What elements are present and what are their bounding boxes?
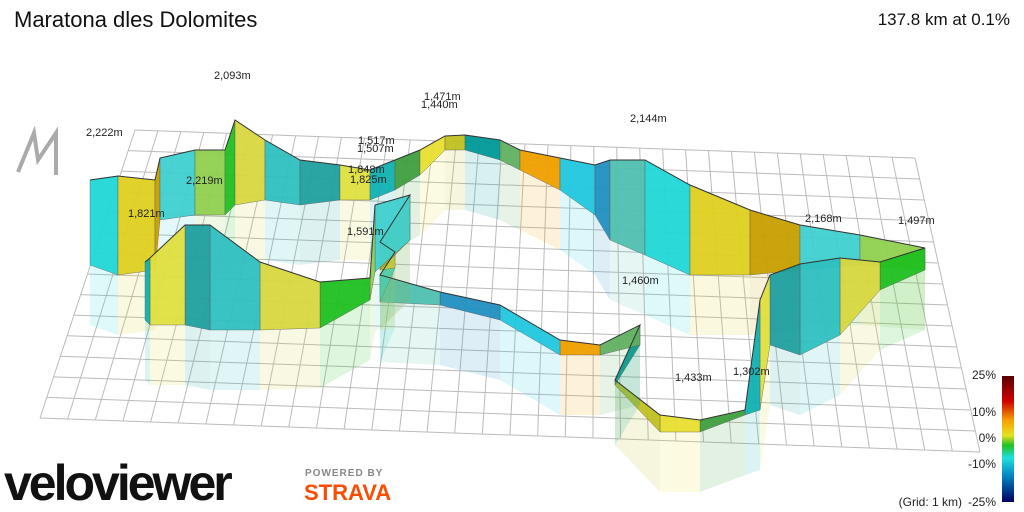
legend-label: -25% xyxy=(968,495,996,509)
elevation-label: 2,168m xyxy=(805,213,842,225)
shadow xyxy=(800,335,840,415)
elevation-label: 1,460m xyxy=(622,275,659,287)
shadow xyxy=(380,268,395,362)
shadow xyxy=(380,268,395,330)
shadow xyxy=(260,328,320,390)
shadow xyxy=(375,240,410,332)
shadow xyxy=(440,305,500,380)
shadow xyxy=(840,290,880,395)
grid-line xyxy=(60,355,967,390)
elevation-label: 2,222m xyxy=(86,127,123,139)
route-wall xyxy=(444,134,466,151)
summary: 137.8 km at 0.1% xyxy=(878,10,1010,29)
route-wall xyxy=(644,159,691,276)
route-wall xyxy=(749,209,801,276)
route-wall xyxy=(184,224,211,331)
shadow xyxy=(145,320,150,385)
shadow xyxy=(90,265,118,335)
shadow xyxy=(660,432,700,492)
shadow xyxy=(500,160,520,230)
shadow xyxy=(185,325,210,390)
shadow xyxy=(645,255,690,335)
gradient-scale xyxy=(1002,376,1014,502)
elevation-label: 1,591m xyxy=(347,226,384,238)
grid-line xyxy=(39,417,981,453)
legend-label: 25% xyxy=(972,368,996,382)
shadow xyxy=(465,150,500,220)
route-wall xyxy=(299,159,341,206)
elevation-label: 1,848m xyxy=(348,164,385,176)
shadow xyxy=(210,330,260,390)
shadow xyxy=(420,150,445,235)
shadow xyxy=(300,200,340,265)
elevation-label: 1,440m xyxy=(421,99,458,111)
elevation-label: 1,517m xyxy=(358,135,395,147)
elevation-label: 1,471m xyxy=(424,91,461,103)
grid-line xyxy=(134,129,916,159)
title: Maratona dles Dolomites xyxy=(14,7,257,32)
shadow xyxy=(560,355,600,415)
shadow xyxy=(320,300,370,388)
shadow xyxy=(880,270,925,350)
shadow xyxy=(150,325,185,385)
shadow xyxy=(520,170,560,250)
route-wall xyxy=(769,263,801,356)
shadow xyxy=(500,320,560,415)
grid-note: (Grid: 1 km) xyxy=(899,495,962,509)
legend-label: 10% xyxy=(972,405,996,419)
shadow xyxy=(690,275,750,335)
grid-line xyxy=(46,396,976,432)
grid-line xyxy=(67,335,962,369)
elevation-label: 2,093m xyxy=(214,70,251,82)
route-wall xyxy=(89,175,119,276)
elevation-label: 1,302m xyxy=(733,366,770,378)
elevation-label: 1,821m xyxy=(128,208,165,220)
shadow xyxy=(615,385,660,492)
shadow xyxy=(265,200,300,265)
legend-label: -10% xyxy=(968,457,996,471)
north-arrow xyxy=(16,125,58,175)
elevation-label: 2,219m xyxy=(186,175,223,187)
elevation-label: 1,497m xyxy=(898,215,935,227)
shadow xyxy=(595,215,610,300)
partner: STRAVA xyxy=(304,480,391,505)
shadow xyxy=(600,345,640,415)
shadow xyxy=(340,200,370,260)
logo: veloviewer xyxy=(4,455,232,511)
shadow xyxy=(610,240,645,315)
route-top xyxy=(89,119,926,421)
route-wall xyxy=(689,184,751,276)
elevation-label: 1,825m xyxy=(350,174,387,186)
elevation-label: 2,144m xyxy=(630,113,667,125)
shadow xyxy=(700,415,745,492)
grid-line xyxy=(53,376,971,411)
elevation-label: 1,507m xyxy=(357,143,394,155)
route-wall xyxy=(234,119,266,206)
shadow xyxy=(745,410,760,475)
powered-by: POWERED BY xyxy=(305,468,383,479)
elevation-label: 1,433m xyxy=(675,372,712,384)
route xyxy=(89,119,926,492)
shadow xyxy=(380,302,440,365)
shadow xyxy=(560,190,595,275)
route-wall xyxy=(609,159,646,256)
shadow xyxy=(760,345,770,470)
elevation-labels: 2,093m 2,222m 2,219m 1,821m 1,471m 1,440… xyxy=(86,70,935,384)
shadow xyxy=(770,345,800,415)
route-wall xyxy=(144,257,151,326)
shadow xyxy=(615,345,640,445)
legend-label: 0% xyxy=(979,431,997,445)
shadow xyxy=(445,150,465,210)
